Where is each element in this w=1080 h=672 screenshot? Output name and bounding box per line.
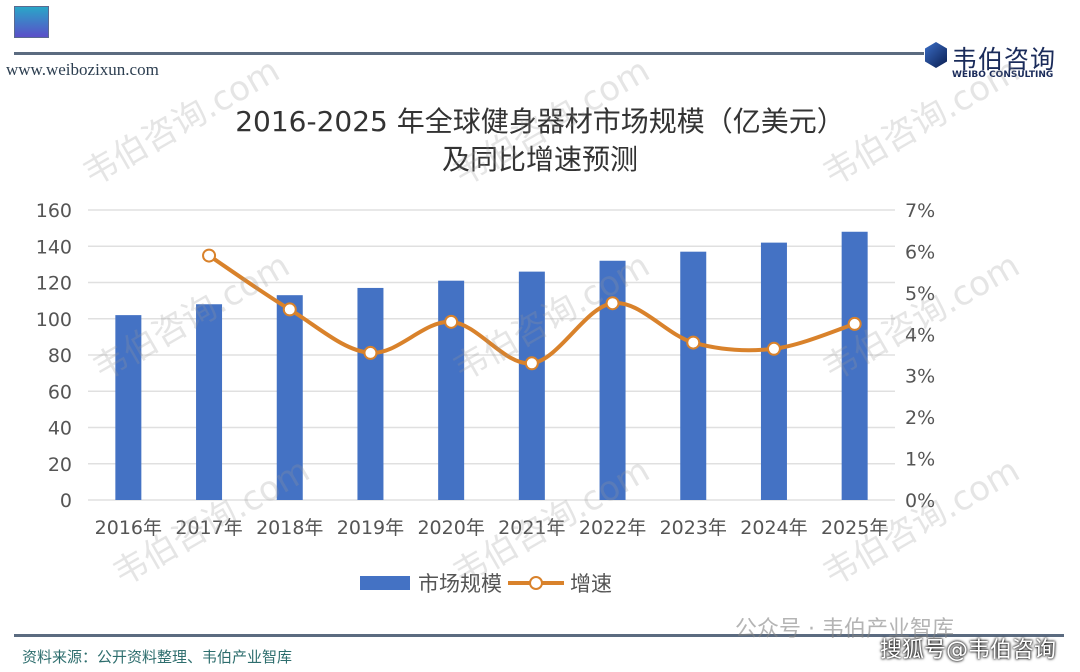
bar (276, 295, 303, 500)
left-tick-label: 60 (48, 381, 72, 403)
left-tick-label: 140 (36, 236, 72, 258)
left-tick-label: 160 (36, 200, 72, 222)
sohu-watermark: 搜狐号@韦伯咨询 (880, 638, 1057, 663)
left-tick-label: 100 (36, 309, 72, 331)
title-line-1: 2016-2025 年全球健身器材市场规模（亿美元） (235, 105, 845, 138)
right-tick-label: 0% (905, 490, 935, 512)
growth-point (363, 345, 378, 360)
x-tick-label: 2025年 (821, 517, 888, 539)
left-tick-label: 120 (36, 273, 72, 295)
left-tick-label: 80 (48, 345, 72, 367)
logo-text: 韦伯咨询 (952, 45, 1057, 74)
logo-gem-icon (925, 42, 947, 68)
growth-point (282, 302, 297, 317)
bar (438, 280, 465, 500)
x-tick-label: 2022年 (579, 517, 646, 539)
x-tick-label: 2019年 (337, 517, 404, 539)
x-tick-label: 2020年 (417, 517, 484, 539)
right-tick-label: 4% (905, 324, 935, 346)
x-tick-label: 2024年 (740, 517, 807, 539)
right-tick-label: 5% (905, 283, 935, 305)
growth-point (202, 248, 217, 263)
x-tick-label: 2021年 (498, 517, 565, 539)
bar (196, 304, 223, 500)
corner-decoration (14, 6, 49, 38)
website-url: www.weibozixun.com (6, 60, 159, 79)
source-note: 资料来源：公开资料整理、韦伯产业智库 (22, 648, 293, 666)
x-tick-label: 2017年 (175, 517, 242, 539)
bar (841, 231, 868, 500)
footer-divider (14, 634, 1064, 637)
chart-title: 2016-2025 年全球健身器材市场规模（亿美元） 及同比增速预测 (0, 103, 1080, 179)
growth-point (847, 316, 862, 331)
bar (518, 271, 545, 500)
legend-label-growth: 增速 (570, 572, 612, 596)
right-tick-label: 1% (905, 449, 935, 471)
x-tick-label: 2023年 (660, 517, 727, 539)
left-tick-label: 20 (48, 454, 72, 476)
logo-subtext: WEIBO CONSULTING (952, 70, 1054, 80)
left-tick-label: 40 (48, 418, 72, 440)
wechat-watermark: 公众号 · 韦伯产业智库 (735, 617, 954, 642)
left-tick-label: 0 (60, 490, 72, 512)
right-tick-label: 6% (905, 241, 935, 263)
bar (115, 315, 142, 500)
title-line-2: 及同比增速预测 (441, 143, 638, 176)
x-tick-label: 2016年 (95, 517, 162, 539)
legend-label-size: 市场规模 (418, 572, 502, 596)
right-tick-label: 3% (905, 366, 935, 388)
x-tick-label: 2018年 (256, 517, 323, 539)
legend-bar-swatch (360, 576, 410, 590)
bar (680, 251, 707, 500)
growth-point (605, 296, 620, 311)
bar (760, 242, 787, 500)
growth-point (766, 341, 781, 356)
growth-point (524, 356, 539, 371)
right-tick-label: 7% (905, 200, 935, 222)
header-divider (14, 52, 924, 55)
growth-point (686, 335, 701, 350)
bar (357, 287, 384, 500)
legend-line-swatch (508, 576, 564, 590)
right-tick-label: 2% (905, 407, 935, 429)
legend: 市场规模 增速 (360, 568, 612, 598)
growth-point (444, 314, 459, 329)
